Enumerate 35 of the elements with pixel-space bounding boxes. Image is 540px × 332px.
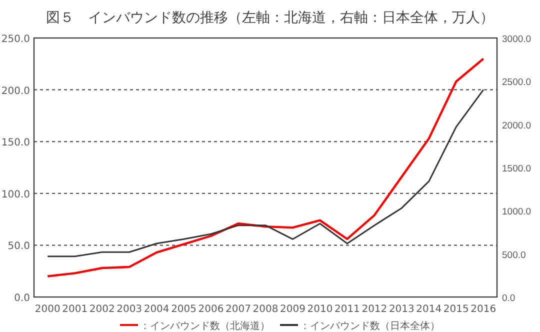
line-series — [46, 58, 484, 278]
x-tick-label: 2001 — [62, 304, 88, 315]
y2-tick-label: 1000.0 — [502, 206, 532, 218]
x-tick-label: 2003 — [116, 304, 142, 315]
x-tick-label: 2015 — [443, 304, 469, 315]
x-tick-label: 2016 — [470, 304, 496, 315]
y2-tick-label: 500.0 — [502, 250, 526, 261]
y-tick-label: 0.0 — [14, 293, 30, 304]
y-tick-label: 200.0 — [1, 86, 30, 97]
x-tick-label: 2010 — [307, 304, 333, 315]
x-tick-label: 2014 — [416, 304, 442, 315]
title: 図５ インバウンド数の推移（左軸：北海道，右軸：日本全体，万人） — [46, 10, 494, 26]
x-tick-label: 2008 — [252, 304, 278, 315]
x-tick-label: 2005 — [171, 304, 197, 315]
x-tick-label: 2007 — [226, 304, 251, 315]
y-tick-label: 250.0 — [1, 34, 30, 45]
y-tick-label: 100.0 — [1, 189, 30, 200]
y2-tick-label: 3000.0 — [502, 34, 532, 45]
line-series — [46, 89, 484, 258]
x-tick-label: 2011 — [334, 304, 360, 315]
x-tick-label: 2004 — [144, 304, 170, 315]
legend-label: ：インバウンド数（北海道） — [140, 320, 270, 332]
y-tick-label: 50.0 — [8, 241, 30, 252]
legend-label: ：インバウンド数（日本全体） — [300, 320, 440, 332]
x-tick-label: 2000 — [34, 304, 60, 315]
x-tick-label: 2012 — [362, 304, 388, 315]
x-tick-label: 2006 — [198, 304, 224, 315]
x-tick-label: 2009 — [280, 304, 306, 315]
y-tick-label: 150.0 — [1, 138, 30, 149]
x-tick-label: 2002 — [89, 304, 115, 315]
y2-tick-label: 2000.0 — [502, 120, 532, 132]
y2-tick-label: 2500.0 — [502, 77, 532, 88]
y2-tick-label: 0.0 — [502, 293, 516, 304]
x-tick-label: 2013 — [388, 304, 414, 315]
y2-tick-label: 1500.0 — [502, 164, 532, 174]
